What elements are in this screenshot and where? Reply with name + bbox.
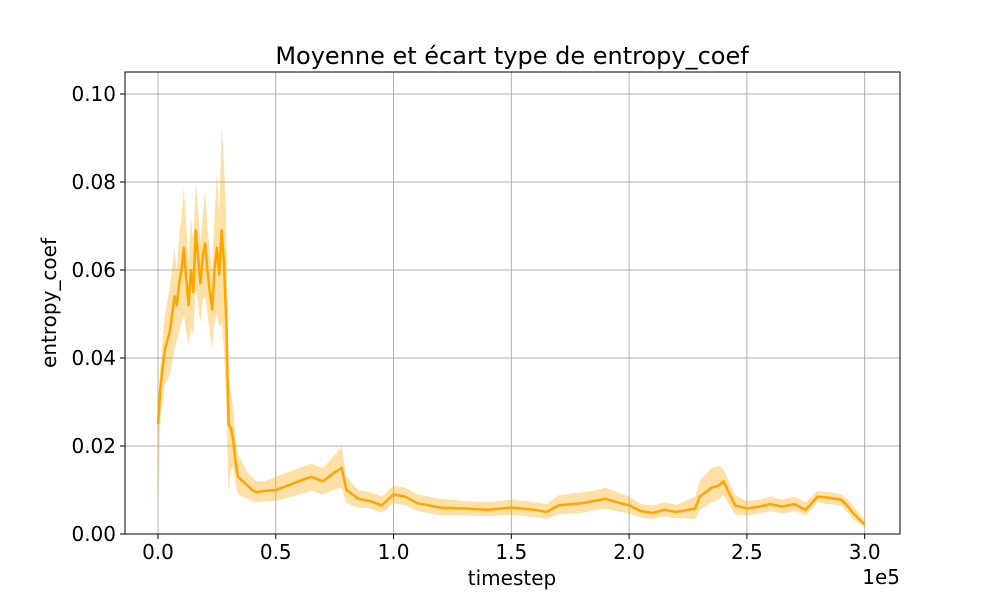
x-tick-label: 2.0 <box>613 540 645 564</box>
std-band <box>158 124 865 528</box>
y-axis: 0.00 0.02 0.04 0.06 0.08 0.10 <box>71 82 125 546</box>
x-tick-label: 0.5 <box>260 540 292 564</box>
y-tick-label: 0.08 <box>71 170 116 194</box>
y-axis-label: entropy_coef <box>37 237 61 368</box>
x-offset-label: 1e5 <box>862 565 900 589</box>
x-axis-label: timestep <box>468 566 556 590</box>
y-tick-label: 0.00 <box>71 522 116 546</box>
plot-frame <box>124 71 901 535</box>
mean-line <box>156 229 866 526</box>
x-tick-label: 0.0 <box>142 540 174 564</box>
y-tick-label: 0.02 <box>71 434 116 458</box>
y-tick-label: 0.04 <box>71 346 116 370</box>
x-tick-label: 1.5 <box>495 540 527 564</box>
x-tick-label: 2.5 <box>731 540 763 564</box>
grid-lines <box>125 72 900 535</box>
x-tick-label: 1.0 <box>378 540 410 564</box>
y-tick-label: 0.06 <box>71 258 116 282</box>
chart-title: Moyenne et écart type de entropy_coef <box>275 42 749 70</box>
x-axis: 0.0 0.5 1.0 1.5 2.0 2.5 3.0 <box>142 534 881 564</box>
y-tick-label: 0.10 <box>71 82 116 106</box>
x-tick-label: 3.0 <box>849 540 881 564</box>
